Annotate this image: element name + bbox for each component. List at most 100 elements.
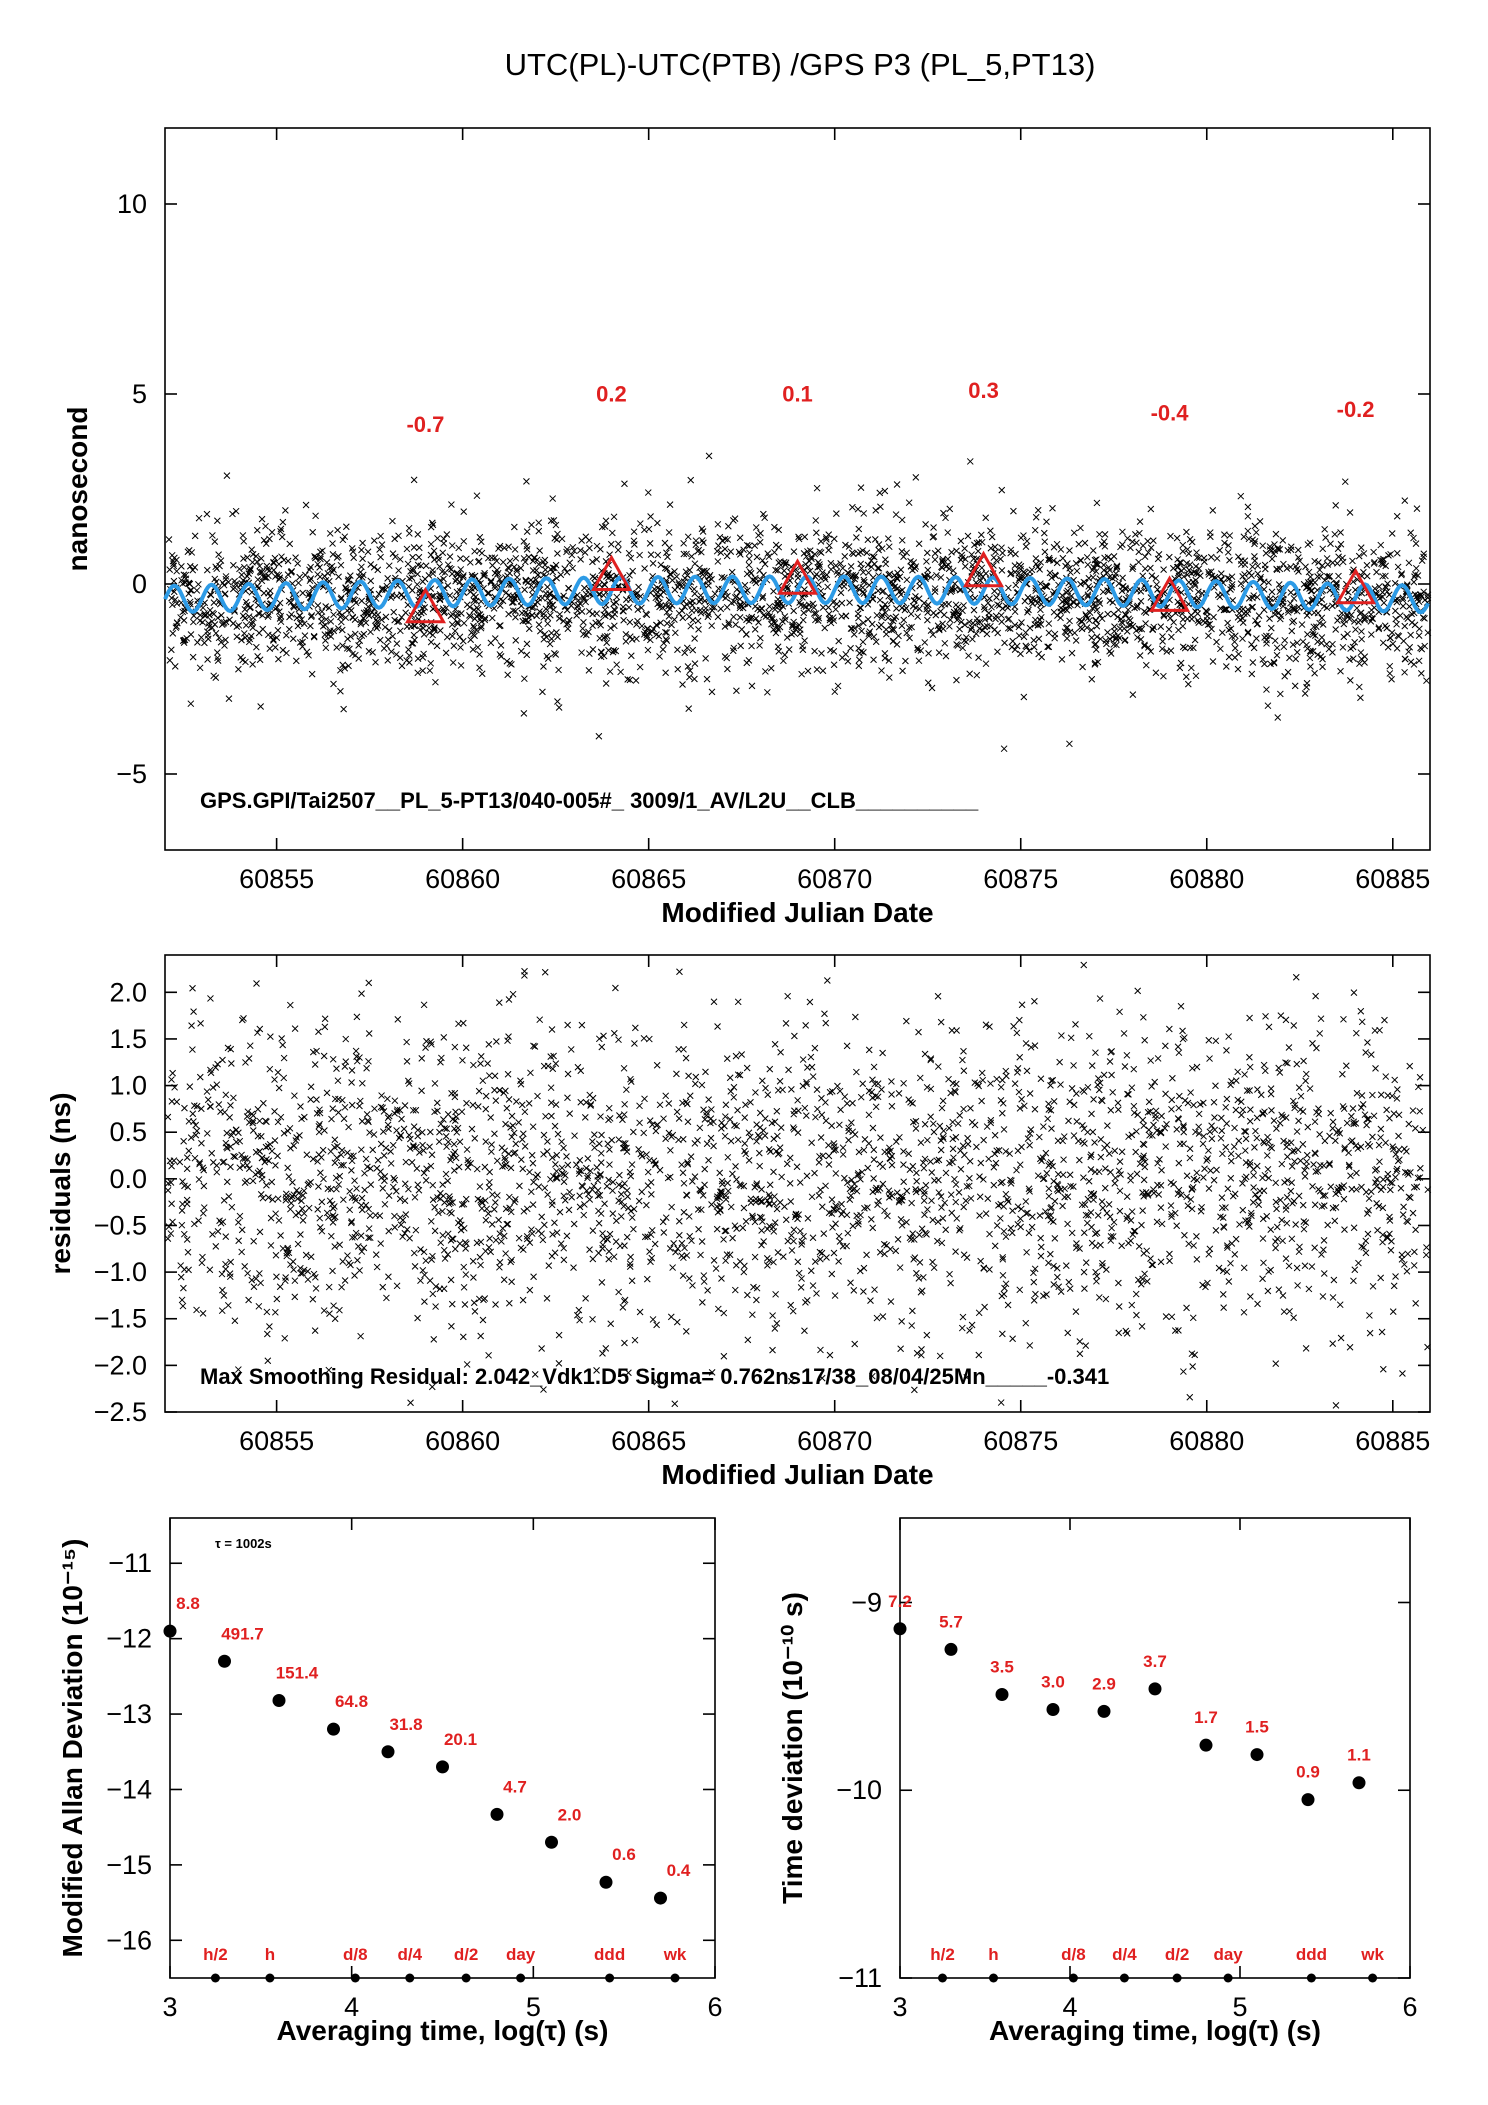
data-point bbox=[342, 523, 350, 531]
data-point bbox=[1076, 1350, 1084, 1358]
data-point bbox=[544, 583, 551, 591]
data-point bbox=[1388, 675, 1395, 683]
data-point bbox=[698, 537, 706, 544]
data-point bbox=[528, 1151, 536, 1159]
data-point bbox=[1007, 546, 1015, 554]
data-point bbox=[715, 542, 722, 549]
data-point bbox=[571, 1132, 578, 1140]
data-point bbox=[422, 562, 430, 570]
data-point bbox=[456, 633, 464, 641]
data-point bbox=[275, 655, 282, 663]
data-point bbox=[745, 1129, 753, 1137]
data-point bbox=[1279, 536, 1287, 544]
data-point bbox=[689, 646, 697, 654]
data-point bbox=[795, 535, 803, 543]
data-point bbox=[807, 1053, 815, 1061]
data-point bbox=[292, 554, 299, 562]
data-point bbox=[1206, 1245, 1214, 1253]
data-point bbox=[651, 585, 658, 593]
data-point bbox=[585, 628, 592, 636]
data-point bbox=[256, 1117, 263, 1125]
data-point bbox=[756, 642, 763, 649]
data-point bbox=[1201, 1165, 1208, 1173]
data-point bbox=[895, 632, 902, 640]
data-point bbox=[761, 514, 769, 522]
data-point bbox=[260, 536, 268, 544]
data-point bbox=[1401, 497, 1409, 504]
data-point bbox=[401, 1180, 409, 1188]
data-point bbox=[723, 654, 731, 662]
data-point bbox=[477, 1053, 485, 1060]
data-point bbox=[1001, 639, 1008, 647]
data-point bbox=[1118, 1242, 1126, 1250]
y-axis-label: residuals (ns) bbox=[45, 1092, 76, 1274]
data-point bbox=[701, 1165, 709, 1173]
data-point bbox=[1410, 1262, 1418, 1269]
data-point bbox=[1259, 656, 1267, 663]
data-point bbox=[1065, 1117, 1072, 1125]
data-point bbox=[372, 658, 379, 666]
data-point bbox=[823, 977, 831, 984]
data-point bbox=[722, 1257, 729, 1265]
data-point bbox=[242, 658, 249, 666]
data-point bbox=[1241, 561, 1249, 569]
data-point bbox=[1285, 1262, 1293, 1270]
data-point bbox=[1082, 1259, 1090, 1267]
data-point bbox=[785, 646, 793, 653]
data-point bbox=[660, 1115, 667, 1123]
data-point bbox=[564, 625, 572, 633]
data-point bbox=[406, 1234, 413, 1242]
x-tick-label: 60875 bbox=[983, 864, 1058, 894]
data-point bbox=[1351, 618, 1358, 625]
data-point bbox=[1329, 1118, 1337, 1126]
triangle-value-label: 0.3 bbox=[968, 378, 999, 403]
data-point bbox=[1002, 1072, 1010, 1080]
data-point bbox=[306, 589, 313, 597]
data-point bbox=[947, 1279, 954, 1287]
data-point bbox=[838, 654, 846, 661]
data-point bbox=[1249, 1199, 1257, 1206]
data-point bbox=[180, 1284, 187, 1292]
triangle-value-label: 0.1 bbox=[782, 382, 813, 407]
data-point bbox=[802, 1022, 810, 1029]
data-point bbox=[896, 1264, 904, 1271]
data-point bbox=[1201, 558, 1208, 566]
data-point bbox=[1084, 1195, 1092, 1203]
data-point bbox=[275, 560, 283, 568]
data-point bbox=[536, 608, 543, 615]
data-point bbox=[246, 604, 254, 612]
data-point bbox=[351, 630, 359, 638]
data-point bbox=[1388, 629, 1396, 636]
data-point bbox=[598, 1131, 605, 1139]
data-point bbox=[400, 1125, 408, 1133]
data-point bbox=[1140, 1250, 1148, 1257]
data-point bbox=[1274, 714, 1282, 721]
data-point bbox=[1303, 1151, 1311, 1159]
data-point bbox=[1363, 572, 1371, 580]
data-point bbox=[1037, 606, 1044, 614]
data-point bbox=[506, 557, 514, 565]
data-point bbox=[358, 632, 366, 640]
data-point bbox=[837, 1106, 844, 1114]
data-point bbox=[1135, 548, 1143, 556]
data-point bbox=[866, 628, 874, 635]
data-point bbox=[1001, 1284, 1008, 1292]
data-point bbox=[299, 589, 307, 597]
data-point bbox=[1112, 1174, 1119, 1182]
data-point bbox=[359, 555, 366, 563]
data-point bbox=[1186, 1145, 1194, 1153]
data-point bbox=[225, 1193, 233, 1200]
data-point bbox=[730, 1093, 738, 1101]
data-point bbox=[310, 633, 318, 641]
data-point bbox=[835, 1232, 843, 1240]
data-point bbox=[586, 544, 593, 552]
data-point bbox=[1261, 1067, 1269, 1075]
data-point bbox=[525, 625, 533, 633]
data-point bbox=[681, 603, 689, 611]
data-point bbox=[603, 573, 610, 580]
data-point bbox=[633, 635, 640, 643]
data-point bbox=[1112, 570, 1120, 577]
data-point bbox=[954, 603, 962, 611]
data-point bbox=[411, 622, 419, 630]
data-point bbox=[298, 616, 306, 623]
